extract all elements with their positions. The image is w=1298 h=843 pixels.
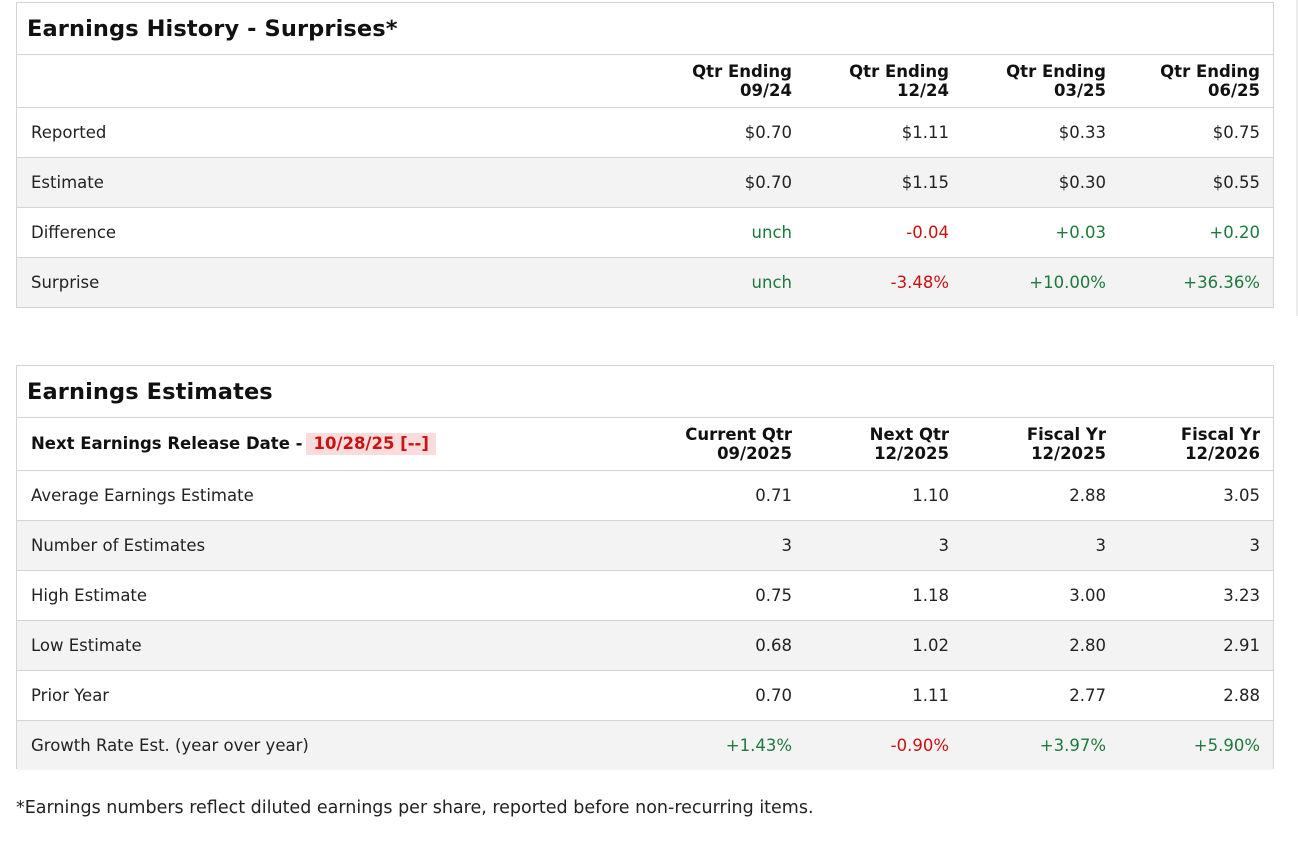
earnings-estimates-panel: Earnings Estimates Next Earnings Release…: [16, 365, 1274, 770]
col-header-line: Fiscal Yr: [1026, 425, 1106, 444]
row-value: +0.20: [1209, 223, 1260, 242]
release-date-text: Next Earnings Release Date -: [31, 434, 303, 453]
row-value: $0.55: [1212, 173, 1260, 192]
row-value: $0.70: [744, 123, 792, 142]
history-col-header: Qtr Ending 09/24: [650, 62, 792, 100]
row-value: 1.11: [912, 686, 949, 705]
row-value: +10.00%: [1029, 273, 1106, 292]
row-value: 0.68: [755, 636, 792, 655]
row-value: $0.75: [1212, 123, 1260, 142]
row-value: $1.15: [901, 173, 949, 192]
row-label: Average Earnings Estimate: [31, 486, 254, 505]
estimates-col-header: Fiscal Yr 12/2026: [1106, 425, 1273, 463]
estimates-row-average: Average Earnings Estimate 0.71 1.10 2.88…: [17, 471, 1273, 521]
history-col-header: Qtr Ending 03/25: [949, 62, 1106, 100]
row-value: 0.75: [755, 586, 792, 605]
history-row-reported: Reported $0.70 $1.11 $0.33 $0.75: [17, 108, 1273, 158]
row-value: +5.90%: [1193, 736, 1260, 755]
row-label: Prior Year: [31, 686, 110, 705]
row-value: unch: [751, 223, 792, 242]
earnings-estimates-title: Earnings Estimates: [17, 366, 1273, 418]
estimates-col-header: Next Qtr 12/2025: [792, 425, 949, 463]
estimates-row-count: Number of Estimates 3 3 3 3: [17, 521, 1273, 571]
row-value: 3.00: [1069, 586, 1106, 605]
row-value: 3: [938, 536, 950, 555]
row-value: +1.43%: [725, 736, 792, 755]
row-value: 3.05: [1223, 486, 1260, 505]
estimates-col-header: Fiscal Yr 12/2025: [949, 425, 1106, 463]
earnings-history-title: Earnings History - Surprises*: [17, 3, 1273, 55]
row-value: 1.10: [912, 486, 949, 505]
col-header-line: Qtr Ending: [692, 62, 792, 81]
history-row-difference: Difference unch -0.04 +0.03 +0.20: [17, 208, 1273, 258]
col-header-line: 12/2025: [1031, 444, 1106, 463]
row-value: 2.80: [1069, 636, 1106, 655]
row-value: 1.18: [912, 586, 949, 605]
row-value: $0.33: [1058, 123, 1106, 142]
estimates-row-low: Low Estimate 0.68 1.02 2.80 2.91: [17, 621, 1273, 671]
col-header-line: 12/24: [897, 81, 949, 100]
row-value: -0.04: [906, 223, 949, 242]
row-label: Growth Rate Est. (year over year): [31, 736, 309, 755]
row-value: 2.88: [1069, 486, 1106, 505]
col-header-line: Current Qtr: [685, 425, 792, 444]
row-value: +36.36%: [1183, 273, 1260, 292]
estimates-row-growth: Growth Rate Est. (year over year) +1.43%…: [17, 721, 1273, 770]
history-row-surprise: Surprise unch -3.48% +10.00% +36.36%: [17, 258, 1273, 307]
history-col-header: Qtr Ending 12/24: [792, 62, 949, 100]
history-row-estimate: Estimate $0.70 $1.15 $0.30 $0.55: [17, 158, 1273, 208]
row-label: Reported: [31, 123, 107, 142]
row-value: $0.30: [1058, 173, 1106, 192]
row-label: High Estimate: [31, 586, 148, 605]
estimates-header-row: Next Earnings Release Date -10/28/25 [--…: [17, 418, 1273, 471]
col-header-line: Next Qtr: [869, 425, 949, 444]
row-value: unch: [751, 273, 792, 292]
row-value: 2.91: [1223, 636, 1260, 655]
earnings-history-panel: Earnings History - Surprises* Qtr Ending…: [16, 2, 1274, 308]
row-value: +3.97%: [1039, 736, 1106, 755]
col-header-line: Qtr Ending: [849, 62, 949, 81]
col-header-line: 06/25: [1208, 81, 1260, 100]
row-value: 2.88: [1223, 686, 1260, 705]
row-value: 0.70: [755, 686, 792, 705]
row-label: Difference: [31, 223, 117, 242]
row-value: 3: [781, 536, 793, 555]
row-value: -0.90%: [890, 736, 949, 755]
estimates-col-header: Current Qtr 09/2025: [650, 425, 792, 463]
col-header-line: Qtr Ending: [1160, 62, 1260, 81]
history-header-row: Qtr Ending 09/24 Qtr Ending 12/24 Qtr Endi…: [17, 55, 1273, 108]
col-header-line: Qtr Ending: [1006, 62, 1106, 81]
row-label: Surprise: [31, 273, 100, 292]
row-label: Estimate: [31, 173, 104, 192]
row-value: 3: [1095, 536, 1107, 555]
row-value: 3: [1249, 536, 1261, 555]
footnote: *Earnings numbers reflect diluted earnin…: [16, 798, 814, 818]
row-value: 3.23: [1223, 586, 1260, 605]
col-header-line: 09/2025: [717, 444, 792, 463]
col-header-line: Fiscal Yr: [1180, 425, 1260, 444]
row-value: +0.03: [1055, 223, 1106, 242]
page-edge-rule: [1296, 0, 1298, 316]
row-value: 2.77: [1069, 686, 1106, 705]
row-value: 1.02: [912, 636, 949, 655]
col-header-line: 03/25: [1054, 81, 1106, 100]
col-header-line: 12/2025: [874, 444, 949, 463]
col-header-line: 09/24: [740, 81, 792, 100]
estimates-row-high: High Estimate 0.75 1.18 3.00 3.23: [17, 571, 1273, 621]
history-col-header: Qtr Ending 06/25: [1106, 62, 1273, 100]
row-value: 0.71: [755, 486, 792, 505]
row-value: $0.70: [744, 173, 792, 192]
release-date-badge: 10/28/25 [--]: [306, 433, 436, 455]
release-date-label: Next Earnings Release Date -10/28/25 [--…: [17, 433, 650, 455]
row-value: -3.48%: [890, 273, 949, 292]
col-header-line: 12/2026: [1185, 444, 1260, 463]
row-value: $1.11: [901, 123, 949, 142]
estimates-row-prior-year: Prior Year 0.70 1.11 2.77 2.88: [17, 671, 1273, 721]
row-label: Number of Estimates: [31, 536, 206, 555]
row-label: Low Estimate: [31, 636, 142, 655]
